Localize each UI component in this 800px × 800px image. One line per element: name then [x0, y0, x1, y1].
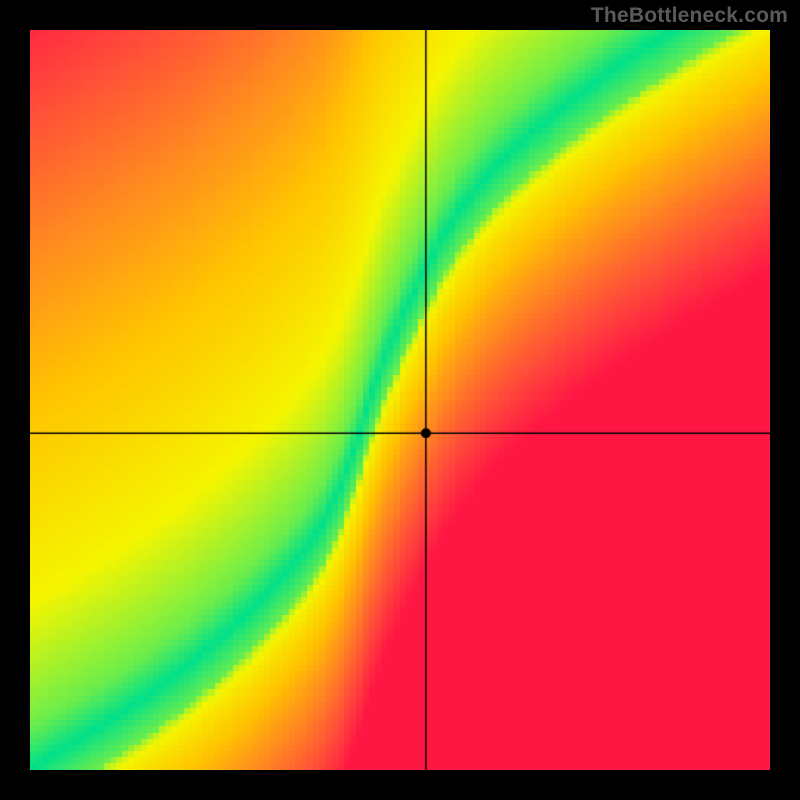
- plot-area: [30, 30, 770, 770]
- bottleneck-heatmap: [30, 30, 770, 770]
- chart-frame: TheBottleneck.com: [0, 0, 800, 800]
- watermark-text: TheBottleneck.com: [591, 4, 788, 28]
